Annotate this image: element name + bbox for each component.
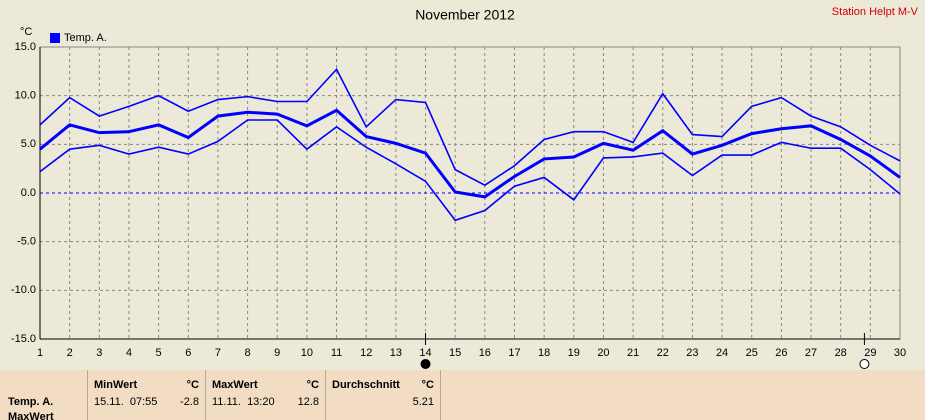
- y-tick-label: -15.0: [11, 333, 36, 345]
- x-tick-label: 29: [864, 347, 876, 359]
- stats-table: Temp. A. MaxWert MinWert °C 15.11. 07:55 -2.8…: [0, 370, 925, 420]
- x-tick-label: 17: [508, 347, 520, 359]
- stat-value: 5.21: [412, 396, 434, 408]
- column-unit: °C: [421, 379, 434, 391]
- x-tick-label: 19: [568, 347, 580, 359]
- x-tick-label: 18: [538, 347, 550, 359]
- x-tick-label: 10: [301, 347, 313, 359]
- x-tick-label: 3: [96, 347, 102, 359]
- y-tick-label: -5.0: [17, 236, 36, 248]
- x-tick-label: 2: [67, 347, 73, 359]
- x-tick-label: 25: [746, 347, 758, 359]
- x-tick-label: 20: [597, 347, 609, 359]
- x-tick-label: 30: [894, 347, 906, 359]
- y-tick-label: 5.0: [21, 138, 36, 150]
- row-label: Temp. A.: [8, 396, 54, 408]
- stat-value: 12.8: [297, 396, 319, 408]
- x-tick-label: 6: [185, 347, 191, 359]
- x-tick-label: 26: [775, 347, 787, 359]
- stat-column: MinWert °C 15.11. 07:55 -2.8: [88, 370, 206, 420]
- x-tick-label: 12: [360, 347, 372, 359]
- stat-time: 15.11. 07:55: [94, 396, 158, 408]
- column-header: Durchschnitt: [332, 379, 400, 391]
- column-header: MinWert: [94, 379, 138, 391]
- y-tick-label: -10.0: [11, 284, 36, 296]
- series-line: [39, 119, 901, 222]
- stat-column: Durchschnitt °C 5.21: [326, 370, 441, 420]
- y-tick-label: 10.0: [15, 90, 36, 102]
- legend-swatch: [50, 33, 60, 43]
- chart: November 2012 Station Helpt M-V °C Temp.…: [11, 6, 919, 369]
- column-unit: °C: [186, 379, 199, 391]
- x-tick-label: 15: [449, 347, 461, 359]
- x-tick-label: 7: [215, 347, 221, 359]
- y-tick-label: 15.0: [15, 41, 36, 53]
- row-label: MaxWert: [8, 411, 54, 420]
- x-tick-label: 14: [419, 347, 431, 359]
- x-tick-label: 22: [657, 347, 669, 359]
- series-line: [39, 108, 901, 199]
- x-tick-label: 11: [331, 347, 342, 359]
- station: Station Helpt M-V: [832, 6, 919, 18]
- x-tick-label: 13: [390, 347, 402, 359]
- x-tick-label: 8: [245, 347, 251, 359]
- series-line: [39, 68, 901, 187]
- x-tick-label: 1: [37, 347, 43, 359]
- marker: [859, 359, 870, 369]
- row-header-cell: Temp. A. MaxWert: [0, 370, 88, 420]
- x-tick-label: 21: [627, 347, 639, 359]
- x-tick-label: 27: [805, 347, 817, 359]
- stat-value: -2.8: [180, 396, 199, 408]
- x-tick-label: 4: [126, 347, 132, 359]
- column-header: MaxWert: [212, 379, 258, 391]
- legend-label: Temp. A.: [64, 32, 107, 44]
- x-tick-label: 23: [686, 347, 698, 359]
- unit: °C: [20, 26, 32, 38]
- y-tick-label: 0.0: [21, 187, 36, 199]
- chart-title: November 2012: [415, 7, 515, 23]
- x-tick-label: 16: [479, 347, 491, 359]
- x-tick-label: 9: [274, 347, 280, 359]
- x-tick-label: 5: [156, 347, 162, 359]
- marker: [420, 359, 431, 369]
- x-tick-label: 24: [716, 347, 728, 359]
- column-unit: °C: [306, 379, 319, 391]
- stat-column: MaxWert °C 11.11. 13:20 12.8: [206, 370, 326, 420]
- x-tick-label: 28: [835, 347, 847, 359]
- stat-time: 11.11. 13:20: [212, 396, 275, 408]
